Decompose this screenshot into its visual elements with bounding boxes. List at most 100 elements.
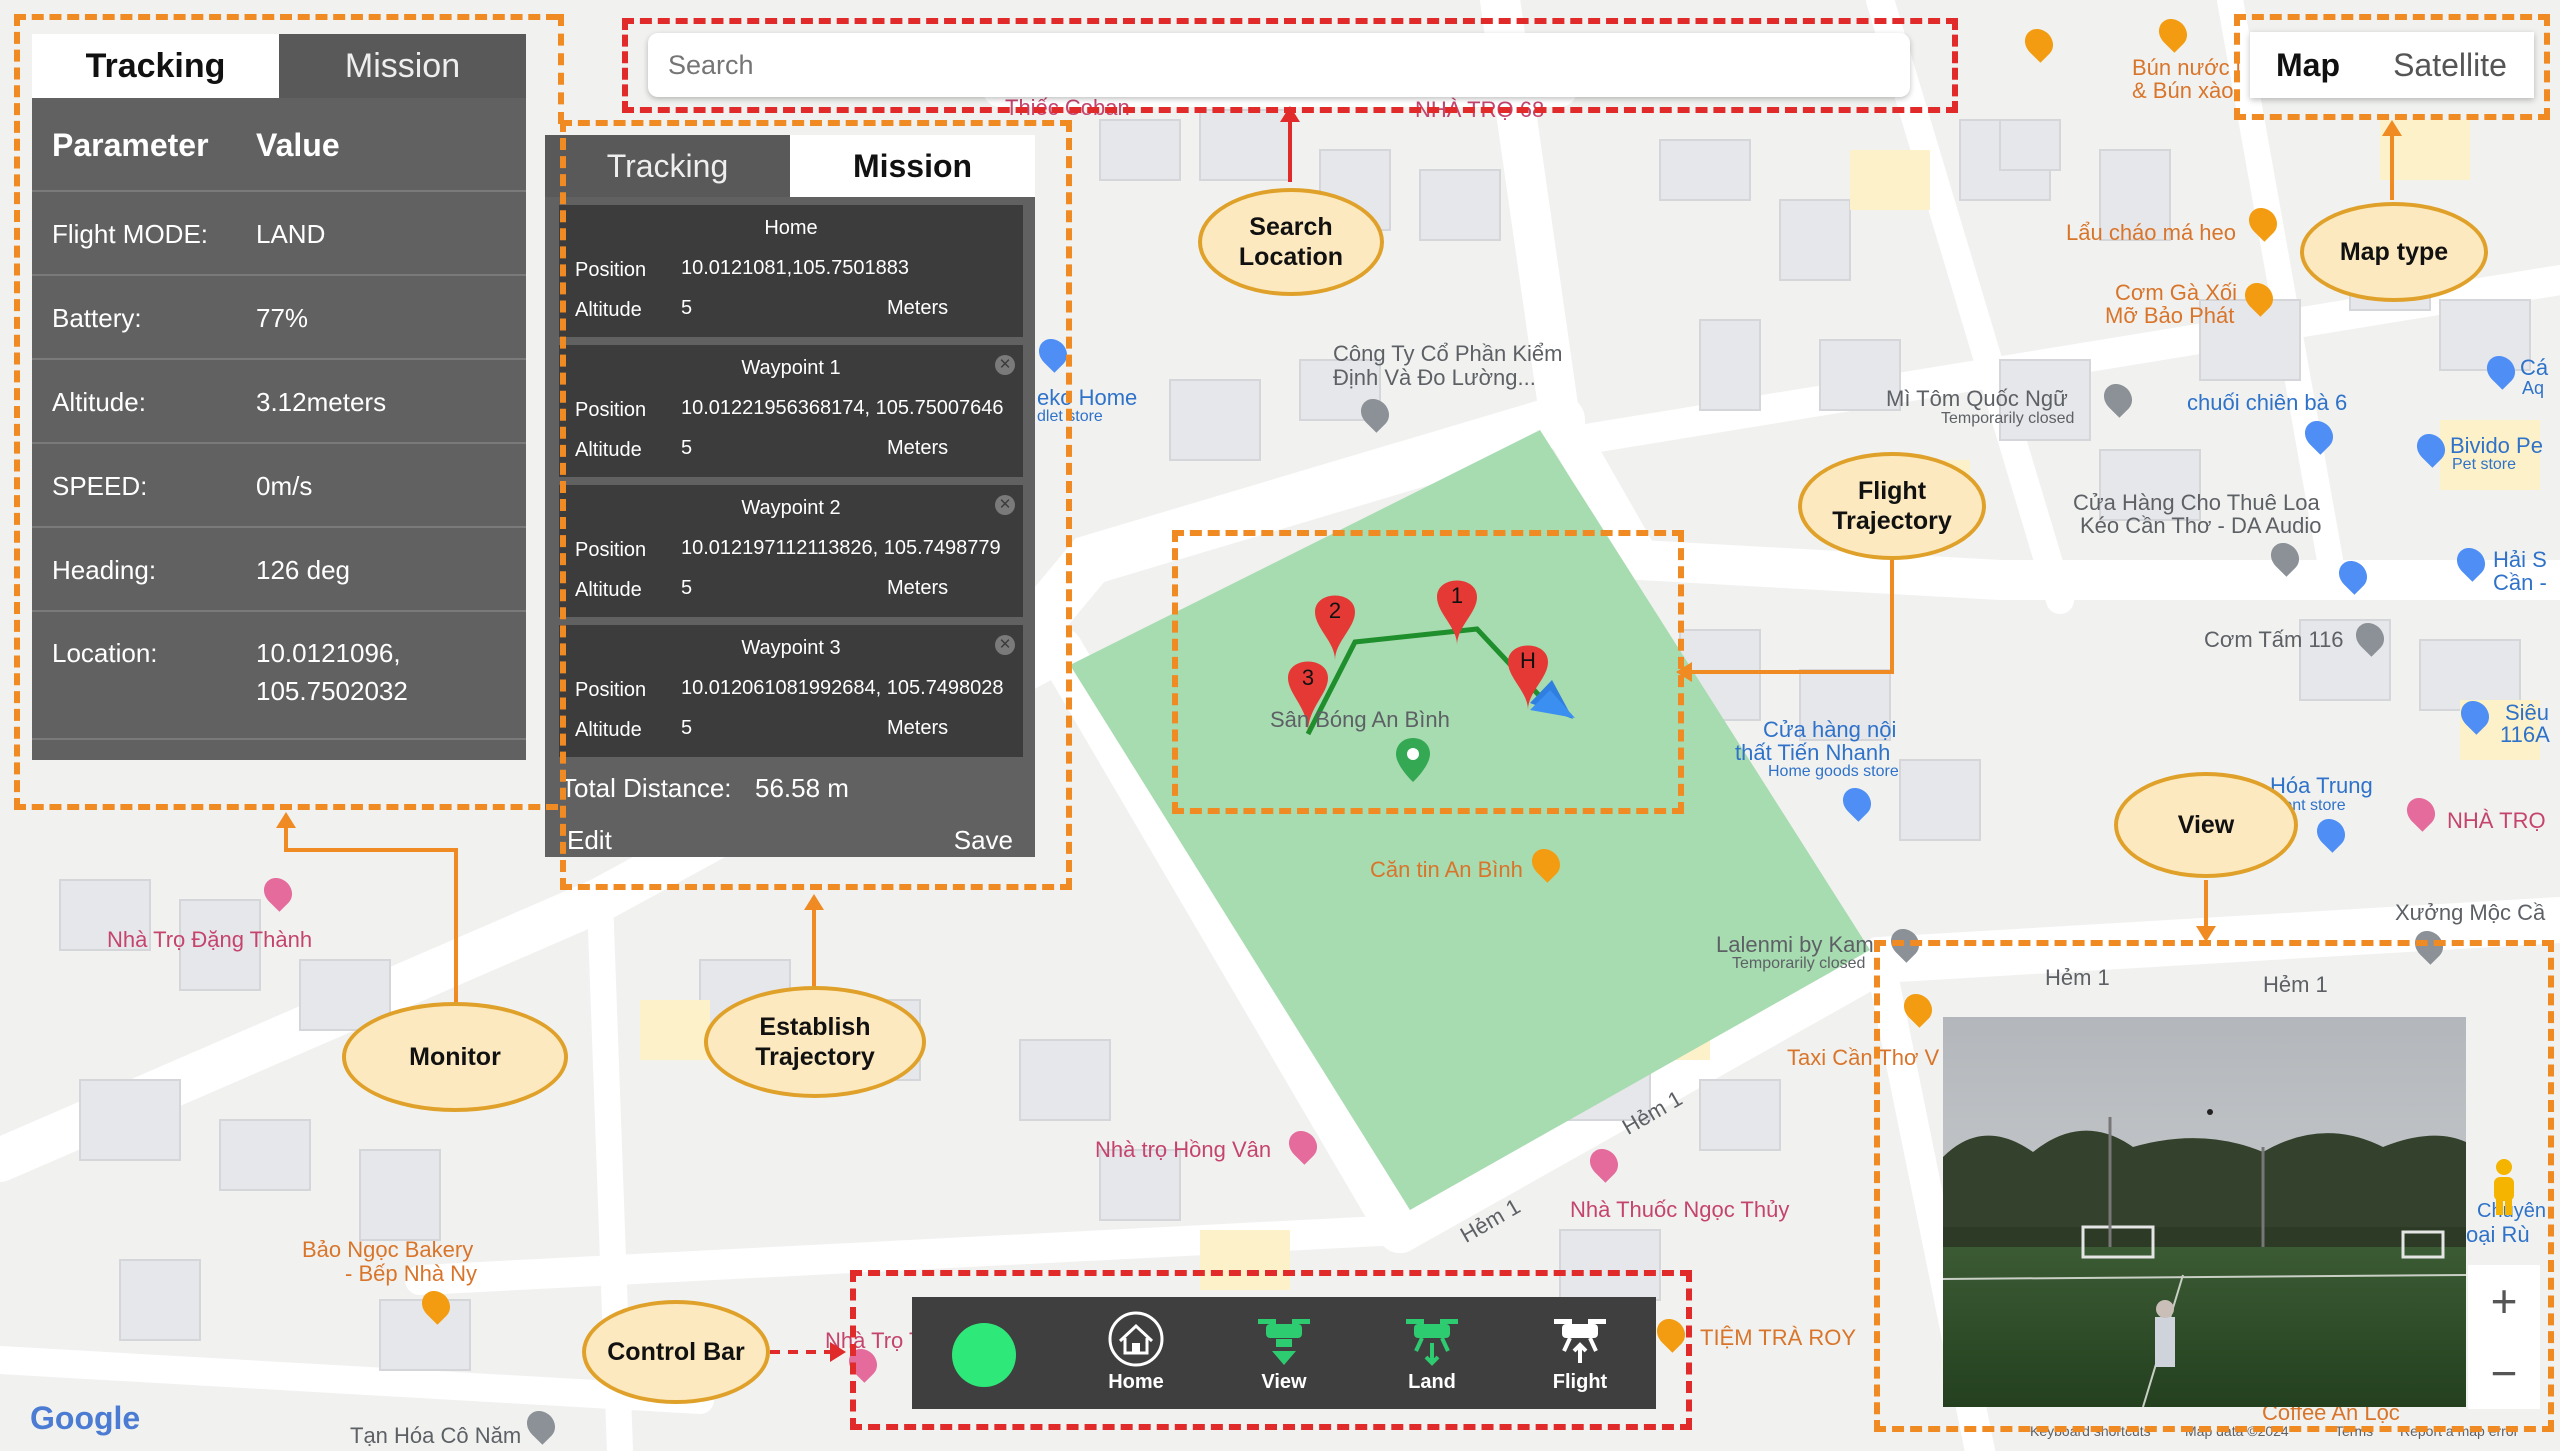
view-region-outline	[1874, 940, 2554, 1432]
tab-mission[interactable]: Mission	[790, 135, 1035, 197]
total-distance-label: Total Distance:	[561, 773, 732, 803]
row-label: Altitude:	[52, 387, 146, 417]
row-value: LAND	[256, 219, 326, 249]
column-header-parameter: Parameter	[52, 127, 209, 163]
total-distance-value: 56.58 m	[755, 773, 849, 803]
mission-region-outline	[560, 120, 1072, 890]
map-label: Hải S	[2493, 547, 2547, 572]
view-button[interactable]: View	[1224, 1297, 1344, 1407]
table-row: Heading: 126 deg	[32, 528, 526, 612]
camera-view[interactable]	[1943, 1017, 2466, 1407]
home-button-label: Home	[1108, 1371, 1164, 1393]
street-view-pegman-icon[interactable]	[2484, 1157, 2524, 1217]
callout-view: View	[2114, 772, 2298, 878]
callout-establish-trajectory: Establish Trajectory	[704, 986, 926, 1098]
map-type-satellite-button[interactable]: Satellite	[2393, 46, 2507, 83]
position-label: Position	[575, 679, 647, 701]
waypoint-card[interactable]: Waypoint 3 ✕ Position 10.012061081992684…	[559, 625, 1023, 757]
control-bar: Home View Land Flight	[912, 1297, 1656, 1409]
meters-label: Meters	[887, 717, 949, 739]
edit-button[interactable]: Edit	[567, 825, 612, 855]
row-value: 3.12meters	[256, 387, 387, 417]
altitude-value: 5	[681, 717, 693, 739]
map-label: Bivido Pe	[2450, 433, 2543, 458]
table-header: Parameter Value	[32, 98, 526, 192]
map-label: TIỆM TRÀ ROY	[1700, 1325, 1857, 1350]
search-input[interactable]	[648, 33, 1908, 97]
drone-view-icon	[1258, 1319, 1310, 1365]
map-type-map-button[interactable]: Map	[2276, 46, 2340, 83]
zoom-out-button[interactable]: −	[2468, 1337, 2540, 1409]
map-label: Hẻm 1	[2263, 972, 2328, 997]
waypoint-marker-1[interactable]: 1	[1437, 580, 1477, 646]
tab-mission[interactable]: Mission	[279, 34, 526, 98]
waypoint-card[interactable]: Waypoint 2 ✕ Position 10.012197112113826…	[559, 485, 1023, 617]
map-label: Hẻm 1	[2045, 965, 2110, 990]
waypoint-title: Waypoint 2	[741, 497, 841, 519]
tab-tracking[interactable]: Tracking	[545, 135, 790, 197]
meters-label: Meters	[887, 577, 949, 599]
home-button[interactable]: Home	[1076, 1297, 1196, 1407]
svg-text:3: 3	[1302, 665, 1314, 690]
position-value: 10.0121081,105.7501883	[681, 257, 910, 279]
position-value: 10.012061081992684, 105.7498028	[681, 677, 1004, 699]
home-marker[interactable]: H	[1508, 645, 1548, 711]
meters-label: Meters	[887, 437, 949, 459]
altitude-value: 5	[681, 577, 693, 599]
monitor-panel: Tracking Mission Parameter Value Flight …	[32, 34, 526, 760]
map-label: Temporarily closed	[1732, 955, 1866, 972]
waypoint-marker-3[interactable]: 3	[1288, 661, 1328, 733]
table-row: Altitude: 3.12meters	[32, 360, 526, 444]
remove-waypoint-icon[interactable]: ✕	[995, 635, 1015, 655]
table-row: Location: 10.0121096, 105.7502032	[32, 612, 526, 740]
waypoint-card[interactable]: Waypoint 1 ✕ Position 10.01221956368174,…	[559, 345, 1023, 477]
map-label: Nhà trọ Hồng Vân	[1095, 1137, 1272, 1162]
altitude-value: 5	[681, 297, 693, 319]
map-label: Cần -	[2493, 570, 2547, 595]
map-label: Căn tin An Bình	[1370, 857, 1523, 882]
trajectory-region-outline	[1172, 530, 1684, 814]
search-bar[interactable]	[648, 33, 1910, 97]
flight-button[interactable]: Flight	[1520, 1297, 1640, 1407]
position-value: 10.01221956368174, 105.75007646	[681, 397, 1004, 419]
waypoint-marker-2[interactable]: 2	[1315, 595, 1355, 661]
map-label: Bảo Ngọc Bakery	[302, 1237, 474, 1262]
map-type-region-outline	[2234, 14, 2550, 120]
remove-waypoint-icon[interactable]: ✕	[995, 495, 1015, 515]
save-button[interactable]: Save	[953, 825, 1013, 855]
park-area	[1070, 430, 1870, 1210]
land-button[interactable]: Land	[1372, 1297, 1492, 1407]
search-region-outline	[622, 18, 1958, 113]
land-button-label: Land	[1408, 1371, 1456, 1393]
map-label: Siêu	[2505, 700, 2550, 725]
zoom-in-button[interactable]: +	[2468, 1265, 2540, 1337]
remove-waypoint-icon[interactable]: ✕	[995, 355, 1015, 375]
position-value: 10.012197112113826, 105.7498779	[681, 537, 1001, 559]
map-label: Cửa Hàng Cho Thuê Loa	[2073, 490, 2320, 515]
callout-monitor: Monitor	[342, 1002, 568, 1112]
row-label: SPEED:	[52, 471, 148, 501]
svg-text:H: H	[1520, 648, 1536, 673]
map-label: Home goods store	[1768, 763, 1899, 780]
map-label: Cửa hàng nội	[1763, 717, 1897, 742]
column-header-value: Value	[256, 127, 340, 163]
row-value: 0m/s	[256, 471, 313, 501]
map-label: Công Ty Cổ Phần Kiểm	[1333, 341, 1563, 366]
waypoint-card[interactable]: Home Position 10.0121081,105.7501883 Alt…	[559, 205, 1023, 337]
map-type-toggle: Map Satellite	[2250, 32, 2534, 98]
flight-button-label: Flight	[1552, 1371, 1608, 1393]
altitude-value: 5	[681, 437, 693, 459]
altitude-label: Altitude	[575, 579, 642, 601]
map-label: Hóa Trung	[2270, 773, 2373, 798]
google-logo: Google	[30, 1400, 141, 1436]
home-icon	[1108, 1311, 1164, 1367]
tab-tracking[interactable]: Tracking	[32, 34, 279, 98]
row-label: Location:	[52, 638, 158, 668]
map-label: Mỡ Bảo Phát	[2105, 303, 2235, 328]
location-pin-icon[interactable]	[1396, 738, 1430, 782]
position-label: Position	[575, 259, 647, 281]
view-button-label: View	[1261, 1371, 1307, 1393]
map-label: Tạn Hóa Cô Năm	[350, 1423, 522, 1448]
map-label: Định Và Đo Lường...	[1333, 365, 1536, 390]
map-label: Lalenmi by Kam	[1716, 932, 1874, 957]
